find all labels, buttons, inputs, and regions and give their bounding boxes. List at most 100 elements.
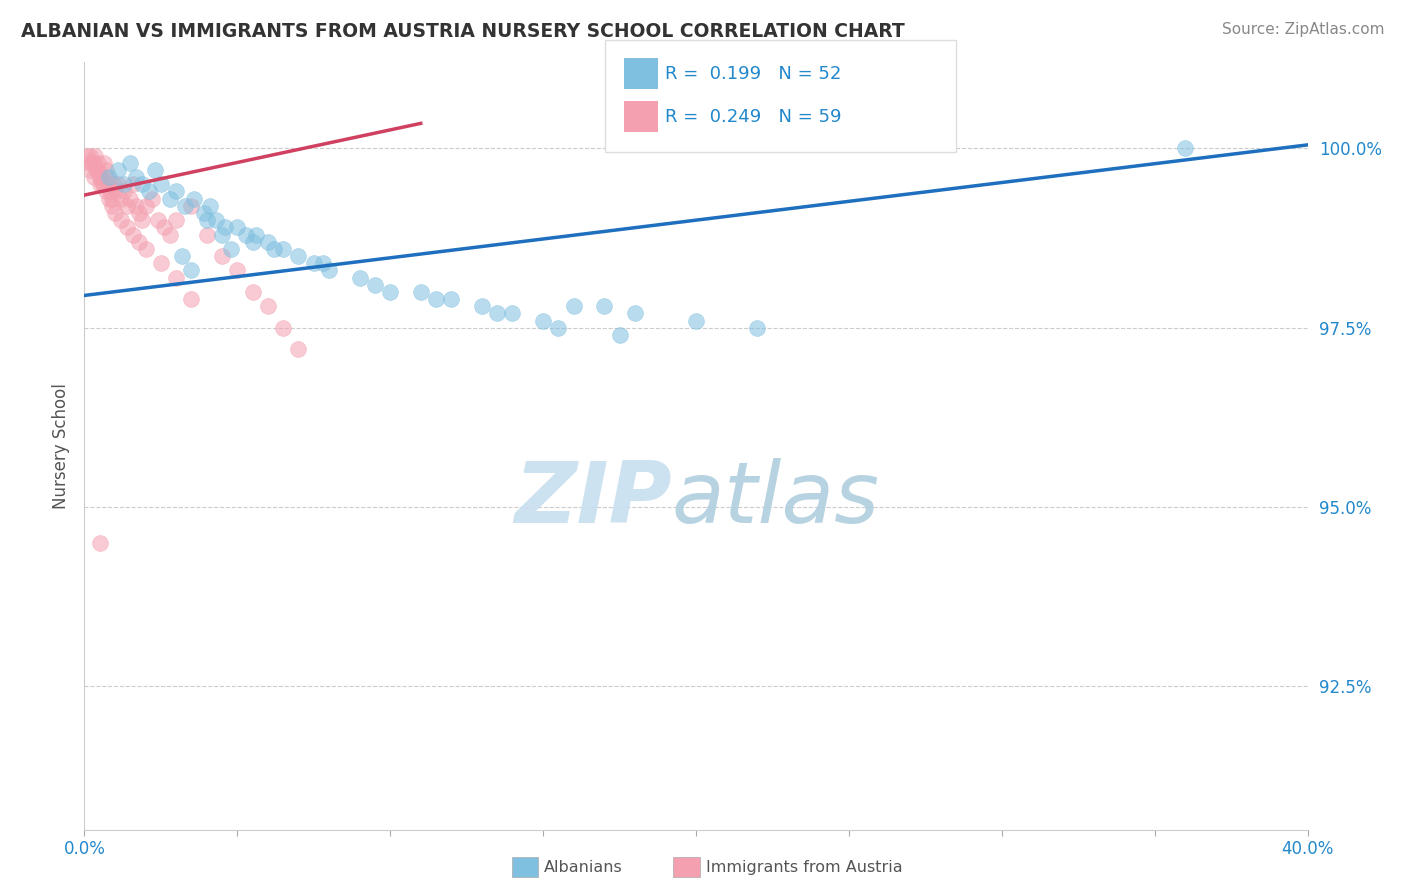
Point (120, 156, 142, 170)
Point (112, 178, 135, 192)
Point (195, 227, 218, 242)
Point (242, 235, 264, 249)
Point (149, 256, 172, 270)
Point (84, 148, 107, 162)
Point (159, 192, 181, 206)
Point (83, 170, 105, 185)
Point (409, 285, 432, 299)
Point (242, 285, 264, 299)
Point (1174, 141, 1197, 155)
Point (131, 213, 153, 227)
Point (624, 306, 647, 320)
Point (165, 185, 187, 199)
Point (153, 220, 176, 235)
Point (318, 263, 340, 277)
Point (174, 199, 197, 213)
Point (193, 206, 215, 220)
Point (87, 156, 110, 170)
Point (593, 299, 616, 313)
Text: atlas: atlas (672, 458, 880, 541)
Point (120, 192, 142, 206)
Point (198, 199, 221, 213)
Point (146, 213, 169, 227)
Point (110, 213, 132, 227)
Point (211, 227, 233, 242)
Point (302, 256, 325, 270)
Point (502, 306, 524, 320)
Point (205, 213, 228, 227)
Text: Immigrants from Austria: Immigrants from Austria (706, 860, 903, 874)
Point (159, 227, 181, 242)
Point (89, 178, 111, 192)
Point (685, 313, 707, 327)
Point (89, 170, 111, 185)
Point (425, 292, 447, 306)
Point (257, 235, 280, 249)
Point (125, 170, 148, 185)
Point (86, 163, 108, 178)
Point (93, 156, 115, 170)
Point (97, 192, 120, 206)
Point (141, 192, 163, 206)
Point (287, 249, 309, 263)
Point (471, 299, 494, 313)
Point (149, 178, 172, 192)
Point (107, 163, 129, 178)
Point (562, 299, 585, 313)
Point (257, 299, 280, 313)
Point (440, 292, 463, 306)
Point (180, 263, 202, 277)
Point (94, 163, 117, 178)
Point (77, 156, 100, 170)
Point (101, 192, 124, 206)
Point (172, 249, 194, 263)
Point (226, 220, 249, 235)
Point (180, 199, 202, 213)
Point (128, 206, 150, 220)
Point (89, 536, 111, 550)
Point (131, 178, 153, 192)
Point (747, 320, 769, 334)
Text: Albanians: Albanians (544, 860, 623, 874)
Point (531, 313, 554, 327)
Point (125, 199, 148, 213)
Text: ALBANIAN VS IMMIGRANTS FROM AUSTRIA NURSERY SCHOOL CORRELATION CHART: ALBANIAN VS IMMIGRANTS FROM AUSTRIA NURS… (21, 22, 905, 41)
Point (79, 163, 101, 178)
Point (245, 227, 267, 242)
Point (609, 327, 631, 342)
Point (94, 185, 117, 199)
Point (90, 170, 112, 185)
Point (83, 156, 105, 170)
Point (115, 220, 138, 235)
Point (165, 213, 187, 227)
Point (271, 242, 294, 256)
Text: ZIP: ZIP (513, 458, 672, 541)
Point (122, 227, 145, 242)
Point (79, 148, 101, 162)
Point (287, 342, 309, 356)
Point (122, 178, 145, 192)
Point (115, 199, 138, 213)
Point (271, 320, 294, 334)
Text: R =  0.249   N = 59: R = 0.249 N = 59 (665, 108, 842, 126)
Text: Source: ZipAtlas.com: Source: ZipAtlas.com (1222, 22, 1385, 37)
Point (103, 178, 125, 192)
Text: R =  0.199   N = 52: R = 0.199 N = 52 (665, 65, 841, 83)
Point (112, 185, 135, 199)
Point (180, 292, 202, 306)
Point (86, 163, 108, 178)
Point (97, 178, 120, 192)
Point (226, 263, 249, 277)
Point (91, 178, 114, 192)
Point (104, 206, 127, 220)
Point (101, 199, 124, 213)
Point (349, 270, 371, 285)
Point (211, 249, 233, 263)
Point (80, 156, 103, 170)
Point (104, 185, 127, 199)
Point (143, 163, 166, 178)
Point (138, 185, 160, 199)
Point (98, 185, 121, 199)
Point (110, 192, 132, 206)
Point (76, 148, 98, 162)
